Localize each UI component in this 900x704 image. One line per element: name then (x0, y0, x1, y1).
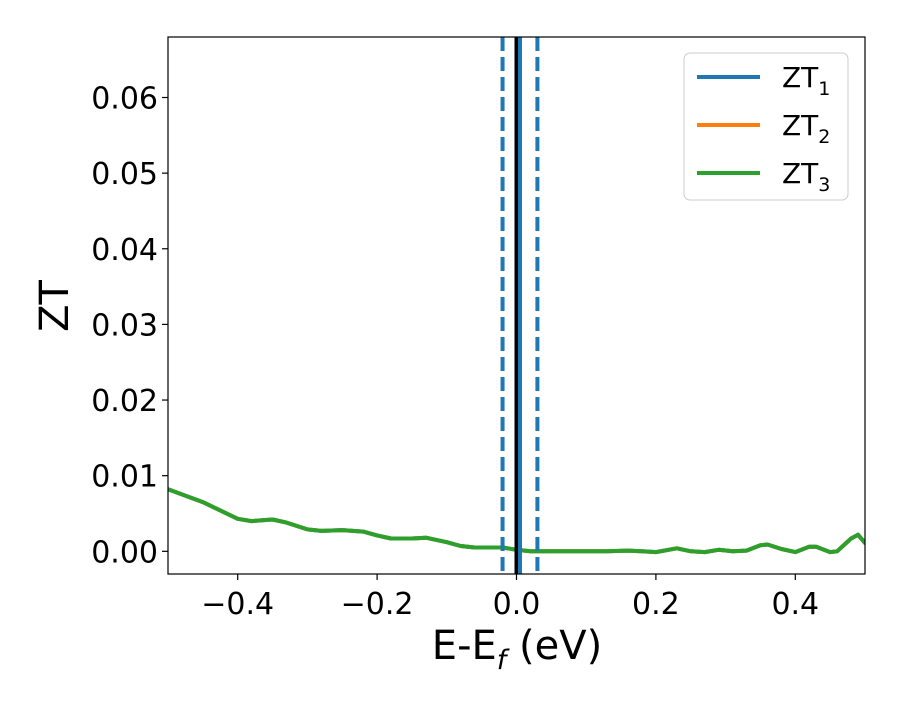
x-axis-title-unit: (eV) (519, 623, 602, 669)
x-tick-label-5: 0.4 (771, 587, 819, 622)
y-axis-title: ZT (32, 280, 78, 332)
series-line-3 (168, 487, 865, 555)
x-tick-label-4: 0.2 (632, 587, 680, 622)
legend-label-sub-3: 3 (818, 174, 830, 196)
x-tick-label-2: −0.2 (341, 587, 414, 622)
y-tick-label-3: 0.02 (91, 384, 158, 419)
legend-label-sub-2: 2 (818, 126, 830, 148)
y-tick-label-7: 0.06 (91, 82, 158, 117)
x-tick-label-1: −0.4 (201, 587, 274, 622)
x-tick-label-3: 0.0 (493, 587, 541, 622)
plot-area (168, 37, 865, 574)
x-axis-title-spacer (506, 623, 519, 669)
x-axis-title-main: E-E (432, 623, 497, 669)
legend-label-main-3: ZT (782, 157, 819, 190)
legend-label-1: ZT1 (782, 61, 830, 100)
legend-box (683, 52, 849, 201)
legend-label-sub-1: 1 (818, 78, 830, 100)
y-tick-label-5: 0.04 (91, 233, 158, 268)
y-tick-label-2: 0.01 (91, 460, 158, 495)
tick-layer: −0.4 −0.2 0.0 0.2 0.4 0.00 0.01 0.02 0.03 0.04 0.0… (91, 82, 819, 622)
legend-label-2: ZT2 (782, 109, 830, 148)
legend-label-main-2: ZT (782, 109, 819, 142)
y-tick-label-1: 0.00 (91, 535, 158, 570)
y-tick-label-6: 0.05 (91, 157, 158, 192)
legend-label-3: ZT3 (782, 157, 830, 196)
y-tick-label-4: 0.03 (91, 308, 158, 343)
x-axis-title: E-Ef (eV) (432, 623, 602, 676)
legend-label-main-1: ZT (782, 61, 819, 94)
